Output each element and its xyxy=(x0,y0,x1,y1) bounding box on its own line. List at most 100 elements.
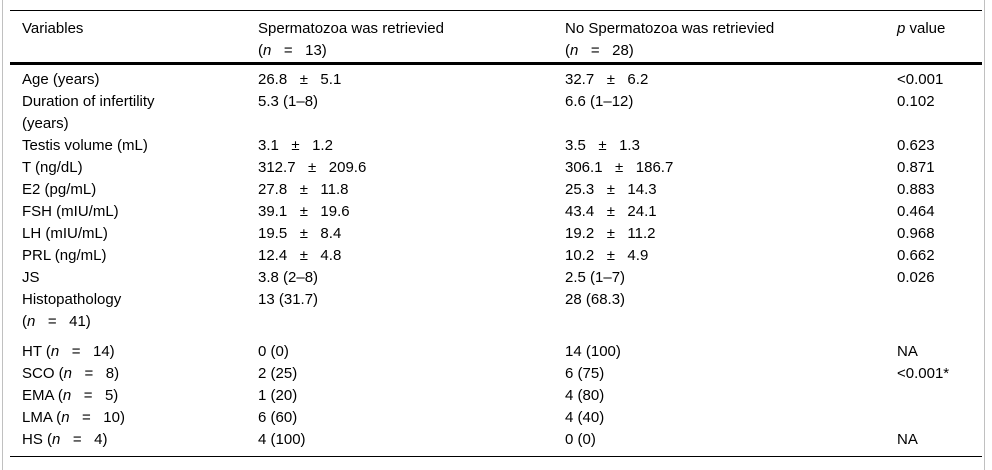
p-value: NA xyxy=(897,343,918,360)
text-line: E2 (pg/mL) xyxy=(22,179,258,201)
text-segment: = 5) xyxy=(71,387,119,404)
group2-value: 4 (80) xyxy=(565,387,605,404)
text-segment: = 14) xyxy=(59,343,115,360)
text-line: Spermatozoa was retrievied xyxy=(258,18,565,40)
italic-symbol: n xyxy=(570,42,579,59)
text-segment: = 8) xyxy=(72,365,120,382)
text-segment: LMA ( xyxy=(22,409,62,426)
group1-value: 39.1 ± 19.6 xyxy=(258,203,350,220)
text-line: EMA (n = 5) xyxy=(22,385,258,407)
group2-value: 19.2 ± 11.2 xyxy=(565,225,656,242)
p-value: 0.102 xyxy=(897,93,935,110)
italic-symbol: n xyxy=(27,313,36,330)
group1-value: 13 (31.7) xyxy=(258,291,319,308)
text-segment: T (ng/dL) xyxy=(22,159,83,176)
text-segment: PRL (ng/mL) xyxy=(22,247,107,264)
text-line: No Spermatozoa was retrievied xyxy=(565,18,897,40)
table-row: HS (n = 4) 4 (100) 0 (0) NA xyxy=(10,429,982,451)
group2-value: 10.2 ± 4.9 xyxy=(565,247,649,264)
p-value: 0.662 xyxy=(897,247,935,264)
table-row: HT (n = 14) 0 (0) 14 (100) NA xyxy=(10,341,982,363)
table-row: EMA (n = 5) 1 (20) 4 (80) xyxy=(10,385,982,407)
table-top-rule xyxy=(10,10,982,11)
group2-value: 32.7 ± 6.2 xyxy=(565,71,649,88)
text-segment: JS xyxy=(22,269,40,286)
column-header-spermatozoa-retrieved: Spermatozoa was retrievied (n = 13) xyxy=(258,18,565,62)
group2-value: 14 (100) xyxy=(565,343,621,360)
text-segment: FSH (mIU/mL) xyxy=(22,203,119,220)
group1-value: 19.5 ± 8.4 xyxy=(258,225,342,242)
text-line: (years) xyxy=(22,113,258,135)
group2-value: 6.6 (1–12) xyxy=(565,93,634,110)
text-line: HS (n = 4) xyxy=(22,429,258,451)
column-header-no-spermatozoa-retrieved: No Spermatozoa was retrievied (n = 28) xyxy=(565,18,897,62)
text-line: SCO (n = 8) xyxy=(22,363,258,385)
text-line: Duration of infertility xyxy=(22,91,258,113)
text-line: PRL (ng/mL) xyxy=(22,245,258,267)
text-segment: E2 (pg/mL) xyxy=(22,181,97,198)
page-edge-left-line xyxy=(2,0,3,470)
table-row: Histopathology (n = 41) 13 (31.7) 28 (68.3) xyxy=(10,289,982,333)
table-header-row: Variables Spermatozoa was retrievied (n =… xyxy=(10,11,982,62)
group1-value: 4 (100) xyxy=(258,431,306,448)
page-edge-right-line xyxy=(984,0,985,470)
group2-value: 3.5 ± 1.3 xyxy=(565,137,640,154)
group1-value: 26.8 ± 5.1 xyxy=(258,71,342,88)
row-label: FSH (mIU/mL) xyxy=(10,201,258,223)
text-segment: = 10) xyxy=(69,409,125,426)
p-value: 0.968 xyxy=(897,225,935,242)
text-segment: Spermatozoa was retrievied xyxy=(258,20,444,37)
row-label: PRL (ng/mL) xyxy=(10,245,258,267)
row-label: LMA (n = 10) xyxy=(10,407,258,429)
text-segment: ( xyxy=(258,42,263,59)
text-line: LMA (n = 10) xyxy=(22,407,258,429)
text-line: p value xyxy=(897,18,982,40)
text-line: HT (n = 14) xyxy=(22,341,258,363)
group2-value: 25.3 ± 14.3 xyxy=(565,181,657,198)
results-table: Variables Spermatozoa was retrievied (n =… xyxy=(10,10,982,457)
group2-value: 4 (40) xyxy=(565,409,605,426)
text-line: (n = 28) xyxy=(565,40,897,62)
group1-value: 1 (20) xyxy=(258,387,298,404)
table-row: Testis volume (mL) 3.1 ± 1.2 3.5 ± 1.3 0.62… xyxy=(10,135,982,157)
text-segment: SCO ( xyxy=(22,365,64,382)
text-line: T (ng/dL) xyxy=(22,157,258,179)
row-label: Age (years) xyxy=(10,69,258,91)
text-segment: = 28) xyxy=(578,42,634,59)
italic-symbol: p xyxy=(897,20,906,37)
text-line: Variables xyxy=(22,18,258,40)
column-header-variables: Variables xyxy=(10,18,258,40)
row-label: LH (mIU/mL) xyxy=(10,223,258,245)
p-value: 0.871 xyxy=(897,159,935,176)
text-line: (n = 41) xyxy=(22,311,258,333)
text-line: (n = 13) xyxy=(258,40,565,62)
table-row: Age (years) 26.8 ± 5.1 32.7 ± 6.2 <0.001 xyxy=(10,69,982,91)
italic-symbol: n xyxy=(61,409,70,426)
group1-value: 12.4 ± 4.8 xyxy=(258,247,342,264)
p-value: NA xyxy=(897,431,918,448)
italic-symbol: n xyxy=(52,431,61,448)
text-line: Histopathology xyxy=(22,289,258,311)
row-label: HS (n = 4) xyxy=(10,429,258,451)
text-line: Age (years) xyxy=(22,69,258,91)
row-label: Histopathology (n = 41) xyxy=(10,289,258,333)
table-bottom-rule xyxy=(10,456,982,457)
text-segment: Histopathology xyxy=(22,291,122,308)
text-segment: Duration of infertility xyxy=(22,93,155,110)
italic-symbol: n xyxy=(62,387,72,404)
text-line: FSH (mIU/mL) xyxy=(22,201,258,223)
text-segment: Testis volume (mL) xyxy=(22,137,148,154)
p-value: <0.001 xyxy=(897,71,944,88)
text-line: LH (mIU/mL) xyxy=(22,223,258,245)
table-row: PRL (ng/mL) 12.4 ± 4.8 10.2 ± 4.9 0.662 xyxy=(10,245,982,267)
table-header-separator-rule xyxy=(10,62,982,65)
p-value: 0.623 xyxy=(897,137,935,154)
text-segment: EMA ( xyxy=(22,387,63,404)
group2-value: 28 (68.3) xyxy=(565,291,626,308)
italic-symbol: n xyxy=(263,42,272,59)
row-label: T (ng/dL) xyxy=(10,157,258,179)
p-value: 0.883 xyxy=(897,181,935,198)
group1-value: 0 (0) xyxy=(258,343,289,360)
row-label: E2 (pg/mL) xyxy=(10,179,258,201)
